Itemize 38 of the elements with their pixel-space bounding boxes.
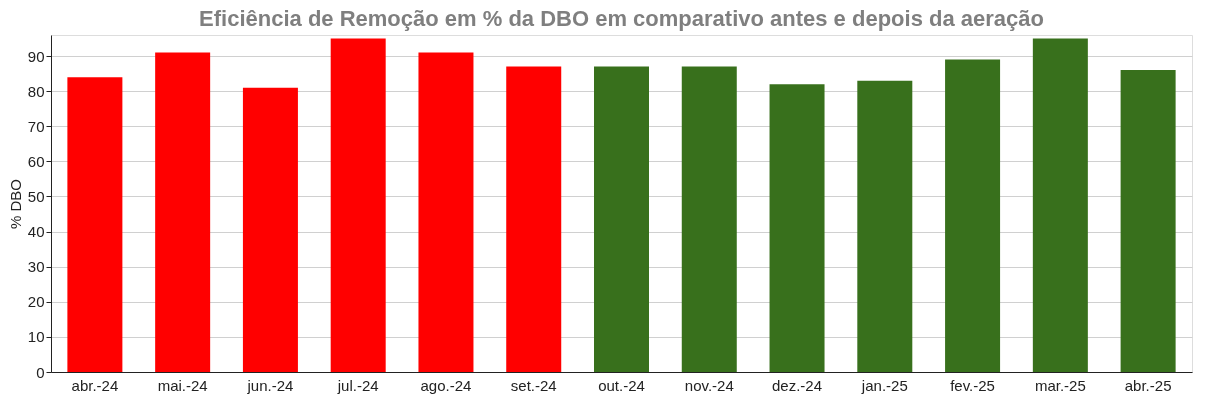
bar [242,87,298,372]
bar [857,80,913,372]
bar [594,66,649,372]
x-tick-label: abr.-24 [71,376,119,394]
x-tick-label: jan.-25 [860,376,908,394]
y-tick-label: 0 [36,363,45,381]
x-tick-label: abr.-25 [1124,376,1172,394]
x-tick-label: out.-24 [598,376,645,394]
bar [506,66,562,372]
x-tick-label: mar.-25 [1034,376,1086,394]
bar [1120,70,1176,372]
y-tick-label: 30 [27,258,45,276]
bar [769,84,825,372]
y-tick-label: 10 [27,328,45,346]
bar [67,77,123,372]
y-tick-label: 60 [27,152,45,170]
bar [418,52,474,372]
x-tick-label: fev.-25 [950,376,995,394]
bar [945,59,1001,372]
bar [681,66,737,372]
y-tick-label: 50 [27,187,45,205]
x-tick-label: set.-24 [510,376,557,394]
y-tick-label: 40 [27,223,45,241]
x-tick-label: nov.-24 [684,376,734,394]
x-tick-label: mai.-24 [157,376,208,394]
y-tick-label: 80 [27,82,45,100]
y-tick-label: 90 [27,47,45,65]
x-tick-label: ago.-24 [420,376,472,394]
chart-title: Eficiência de Remoção em % da DBO em comparativo antes e depois da aeração [199,6,1044,31]
x-tick-label: jul.-24 [336,376,379,394]
y-axis-title: % DBO [6,178,24,230]
bar [330,38,386,372]
y-tick-label: 70 [27,117,45,135]
y-tick-label: 20 [27,293,45,311]
bar [1032,38,1088,372]
x-tick-label: dez.-24 [772,376,823,394]
x-tick-label: jun.-24 [246,376,294,394]
bar [155,52,211,372]
